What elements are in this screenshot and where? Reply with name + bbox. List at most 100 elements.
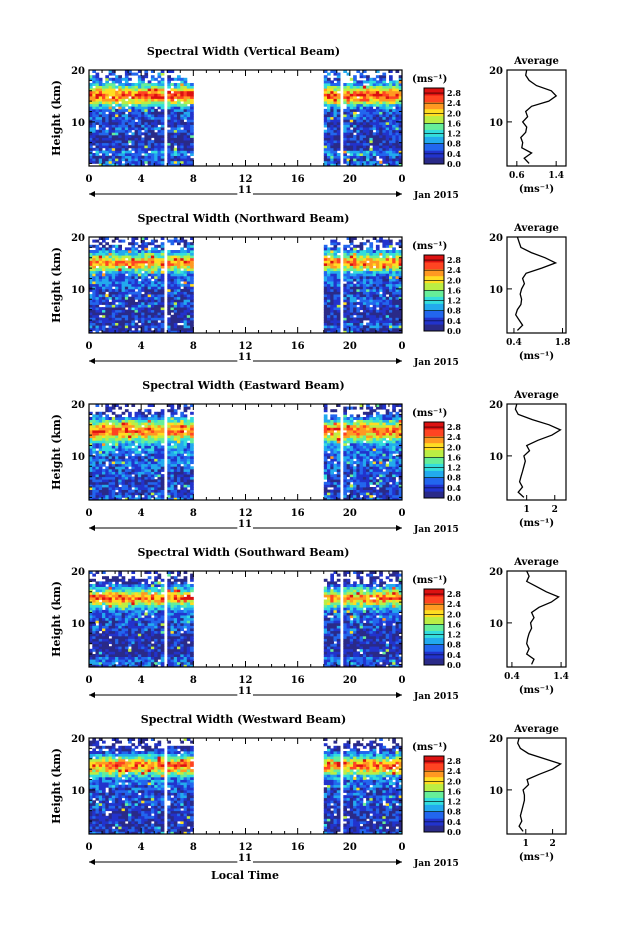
heatmap-cell <box>333 312 338 316</box>
heatmap-cell <box>170 327 175 331</box>
heatmap-cell <box>105 160 109 164</box>
heatmap-cell <box>95 244 100 248</box>
heatmap-cell <box>349 247 354 251</box>
heatmap-cell <box>173 252 178 256</box>
heatmap-cell <box>105 77 109 81</box>
heatmap-cell <box>121 466 126 470</box>
heatmap-cell <box>102 453 106 457</box>
heatmap-cell <box>186 283 191 287</box>
heatmap-cell <box>150 262 155 266</box>
heatmap-cell <box>121 255 126 259</box>
heatmap-cell <box>180 492 184 496</box>
heatmap-cell <box>160 432 165 436</box>
heatmap-cell <box>173 325 178 329</box>
heatmap-cell <box>336 294 341 298</box>
heatmap-cell <box>170 106 175 110</box>
heatmap-cell <box>180 257 184 261</box>
heatmap-cell <box>105 247 109 251</box>
heatmap-cell <box>190 101 194 105</box>
heatmap-cell <box>157 489 162 493</box>
heatmap-cell <box>95 481 100 485</box>
heatmap-cell <box>353 265 357 269</box>
heatmap-cell <box>336 299 341 303</box>
heatmap-cell <box>98 479 103 483</box>
heatmap-cell <box>346 275 351 279</box>
heatmap-cell <box>160 80 165 84</box>
heatmap-cell <box>177 265 181 269</box>
heatmap-cell <box>95 93 100 97</box>
heatmap-cell <box>128 450 132 454</box>
heatmap-cell <box>183 127 188 131</box>
heatmap-cell <box>141 85 145 89</box>
heatmap-cell <box>330 158 334 162</box>
heatmap-cell <box>183 301 188 305</box>
heatmap-cell <box>108 244 113 248</box>
heatmap-cell <box>105 453 109 457</box>
heatmap-cell <box>131 101 136 105</box>
heatmap-cell <box>98 93 103 97</box>
heatmap-cell <box>121 268 126 272</box>
heatmap-cell <box>330 281 334 285</box>
heatmap-cell <box>108 142 113 146</box>
heatmap-cell <box>177 309 181 313</box>
heatmap-cell <box>382 140 387 144</box>
heatmap-cell <box>154 296 158 300</box>
heatmap-cell <box>330 286 334 290</box>
heatmap-cell <box>144 497 149 501</box>
heatmap-cell <box>134 312 139 316</box>
heatmap-cell <box>134 304 139 308</box>
heatmap-cell <box>124 134 129 138</box>
heatmap-cell <box>382 132 387 136</box>
heatmap-cell <box>150 322 155 326</box>
heatmap-cell <box>375 132 380 136</box>
heatmap-cell <box>392 322 396 326</box>
heatmap-cell <box>115 463 119 467</box>
heatmap-cell <box>177 424 181 428</box>
heatmap-cell <box>134 497 139 501</box>
heatmap-cell <box>183 440 188 444</box>
heatmap-cell <box>389 85 393 89</box>
heatmap-cell <box>353 309 357 313</box>
x-tick-label: 0 <box>399 341 406 352</box>
heatmap-cell <box>150 77 155 81</box>
heatmap-cell <box>147 484 152 488</box>
heatmap-cell <box>395 286 400 290</box>
heatmap-cell <box>118 417 122 420</box>
heatmap-cell <box>333 437 338 441</box>
heatmap-cell <box>137 442 142 446</box>
heatmap-cell <box>141 116 145 120</box>
heatmap-cell <box>105 330 109 334</box>
heatmap-cell <box>379 134 383 138</box>
heatmap-cell <box>137 445 142 449</box>
heatmap-cell <box>160 116 165 120</box>
heatmap-cell <box>392 252 396 256</box>
heatmap-cell <box>173 301 178 305</box>
heatmap-cell <box>105 471 109 475</box>
heatmap-cell <box>186 268 191 272</box>
heatmap-cell <box>154 77 158 81</box>
heatmap-cell <box>167 317 171 321</box>
heatmap-cell <box>157 281 162 285</box>
heatmap-cell <box>327 481 331 485</box>
heatmap-cell <box>362 296 367 300</box>
heatmap-cell <box>102 127 106 131</box>
heatmap-cell <box>137 145 142 149</box>
heatmap-cell <box>382 108 387 112</box>
heatmap-cell <box>366 132 370 136</box>
heatmap-cell <box>134 121 139 125</box>
heatmap-cell <box>333 260 338 264</box>
heatmap-cell <box>369 129 374 133</box>
heatmap-cell <box>333 273 338 277</box>
heatmap-cell <box>157 417 162 420</box>
heatmap-cell <box>108 288 113 292</box>
heatmap-cell <box>389 283 393 287</box>
heatmap-cell <box>323 317 328 321</box>
heatmap-cell <box>180 309 184 313</box>
heatmap-cell <box>134 273 139 277</box>
heatmap-cell <box>392 88 396 92</box>
heatmap-cell <box>336 296 341 300</box>
heatmap-cell <box>111 432 116 436</box>
heatmap-cell <box>124 437 129 441</box>
heatmap-cell <box>92 268 96 272</box>
heatmap-cell <box>398 147 403 151</box>
